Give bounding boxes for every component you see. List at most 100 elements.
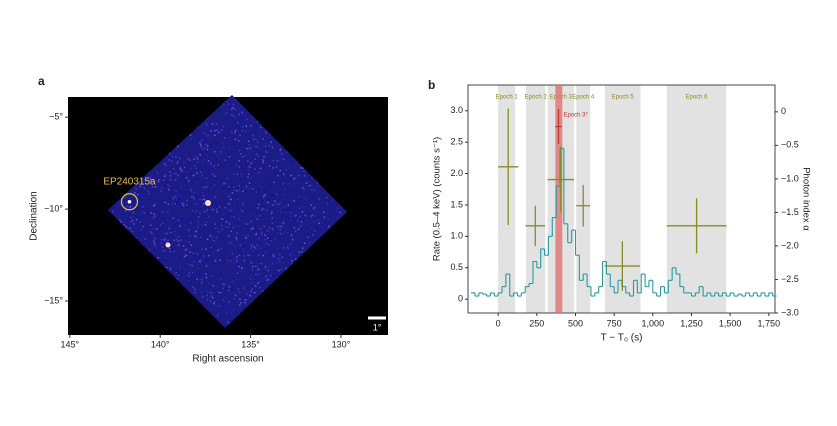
noise-dot xyxy=(159,224,162,227)
noise-dot xyxy=(258,260,260,263)
noise-dot xyxy=(243,259,246,262)
noise-dot xyxy=(247,153,250,156)
noise-dot xyxy=(166,232,169,235)
noise-dot xyxy=(336,216,339,219)
noise-dot xyxy=(148,212,150,214)
noise-dot xyxy=(177,269,179,272)
noise-dot xyxy=(249,245,251,248)
noise-dot xyxy=(244,236,246,239)
noise-dot xyxy=(247,188,250,190)
noise-dot xyxy=(232,173,235,175)
noise-dot xyxy=(243,188,245,190)
noise-dot xyxy=(207,160,210,162)
noise-dot xyxy=(298,207,300,209)
noise-dot xyxy=(275,203,277,205)
noise-dot xyxy=(136,193,139,196)
noise-dot xyxy=(244,298,247,301)
noise-dot xyxy=(231,115,234,118)
noise-dot xyxy=(294,258,297,260)
noise-dot xyxy=(185,253,187,256)
noise-dot xyxy=(236,256,238,258)
noise-dot xyxy=(297,219,299,222)
noise-dot xyxy=(302,179,305,181)
noise-dot xyxy=(227,212,230,214)
noise-dot xyxy=(308,185,310,187)
noise-dot xyxy=(273,139,276,141)
noise-dot xyxy=(190,167,192,170)
noise-dot xyxy=(171,202,173,205)
noise-dot xyxy=(233,228,236,230)
noise-dot xyxy=(169,251,172,253)
noise-dot xyxy=(326,196,328,199)
noise-dot xyxy=(177,145,179,147)
noise-dot xyxy=(195,251,197,253)
noise-dot xyxy=(183,166,186,169)
noise-dot xyxy=(222,125,225,128)
noise-dot xyxy=(316,181,319,184)
noise-dot xyxy=(109,209,112,211)
noise-dot xyxy=(166,219,169,222)
noise-dot xyxy=(228,323,230,325)
noise-dot xyxy=(150,175,153,178)
noise-dot xyxy=(238,160,240,162)
noise-dot xyxy=(169,267,172,270)
noise-dot xyxy=(251,262,253,265)
epoch-label: Epoch 6 xyxy=(685,95,708,101)
noise-dot xyxy=(250,162,253,165)
noise-dot xyxy=(227,289,230,292)
noise-dot xyxy=(230,260,232,262)
noise-dot xyxy=(273,200,276,202)
noise-dot xyxy=(239,134,241,136)
noise-dot xyxy=(336,202,338,205)
noise-dot xyxy=(160,239,163,241)
noise-dot xyxy=(265,247,268,250)
noise-dot xyxy=(214,260,217,262)
noise-dot xyxy=(157,200,159,202)
noise-dot xyxy=(205,133,207,136)
noise-dot xyxy=(222,213,224,216)
noise-dot xyxy=(138,221,141,223)
noise-dot xyxy=(211,275,214,277)
noise-dot xyxy=(221,313,224,315)
noise-dot xyxy=(204,282,207,284)
noise-dot xyxy=(203,198,206,201)
noise-dot xyxy=(221,283,224,286)
noise-dot xyxy=(199,211,201,214)
noise-dot xyxy=(175,156,177,158)
noise-dot xyxy=(165,266,168,269)
noise-dot xyxy=(223,104,225,106)
noise-dot xyxy=(193,259,196,262)
noise-dot xyxy=(226,100,229,102)
noise-dot xyxy=(200,143,202,146)
panel-label: a xyxy=(38,74,45,88)
noise-dot xyxy=(149,178,151,181)
noise-dot xyxy=(228,223,231,226)
noise-dot xyxy=(196,181,199,184)
noise-dot xyxy=(239,189,242,191)
noise-dot xyxy=(278,234,280,236)
noise-dot xyxy=(227,211,230,214)
noise-dot xyxy=(201,174,204,177)
noise-dot xyxy=(276,160,279,162)
noise-dot xyxy=(256,139,258,141)
noise-dot xyxy=(209,234,211,237)
noise-dot xyxy=(233,189,236,191)
noise-dot xyxy=(209,162,212,165)
noise-dot xyxy=(238,218,240,220)
noise-dot xyxy=(307,236,309,238)
noise-dot xyxy=(208,170,210,173)
noise-dot xyxy=(168,185,171,188)
noise-dot xyxy=(262,204,265,207)
noise-dot xyxy=(229,193,232,195)
noise-dot xyxy=(226,177,228,179)
noise-dot xyxy=(189,235,191,238)
noise-dot xyxy=(310,233,312,236)
noise-dot xyxy=(236,122,239,124)
noise-dot xyxy=(228,222,230,224)
noise-dot xyxy=(293,178,295,181)
noise-dot xyxy=(290,212,292,214)
plot-frame xyxy=(467,84,776,314)
noise-dot xyxy=(261,232,263,234)
noise-dot xyxy=(229,198,232,201)
noise-dot xyxy=(269,238,271,240)
